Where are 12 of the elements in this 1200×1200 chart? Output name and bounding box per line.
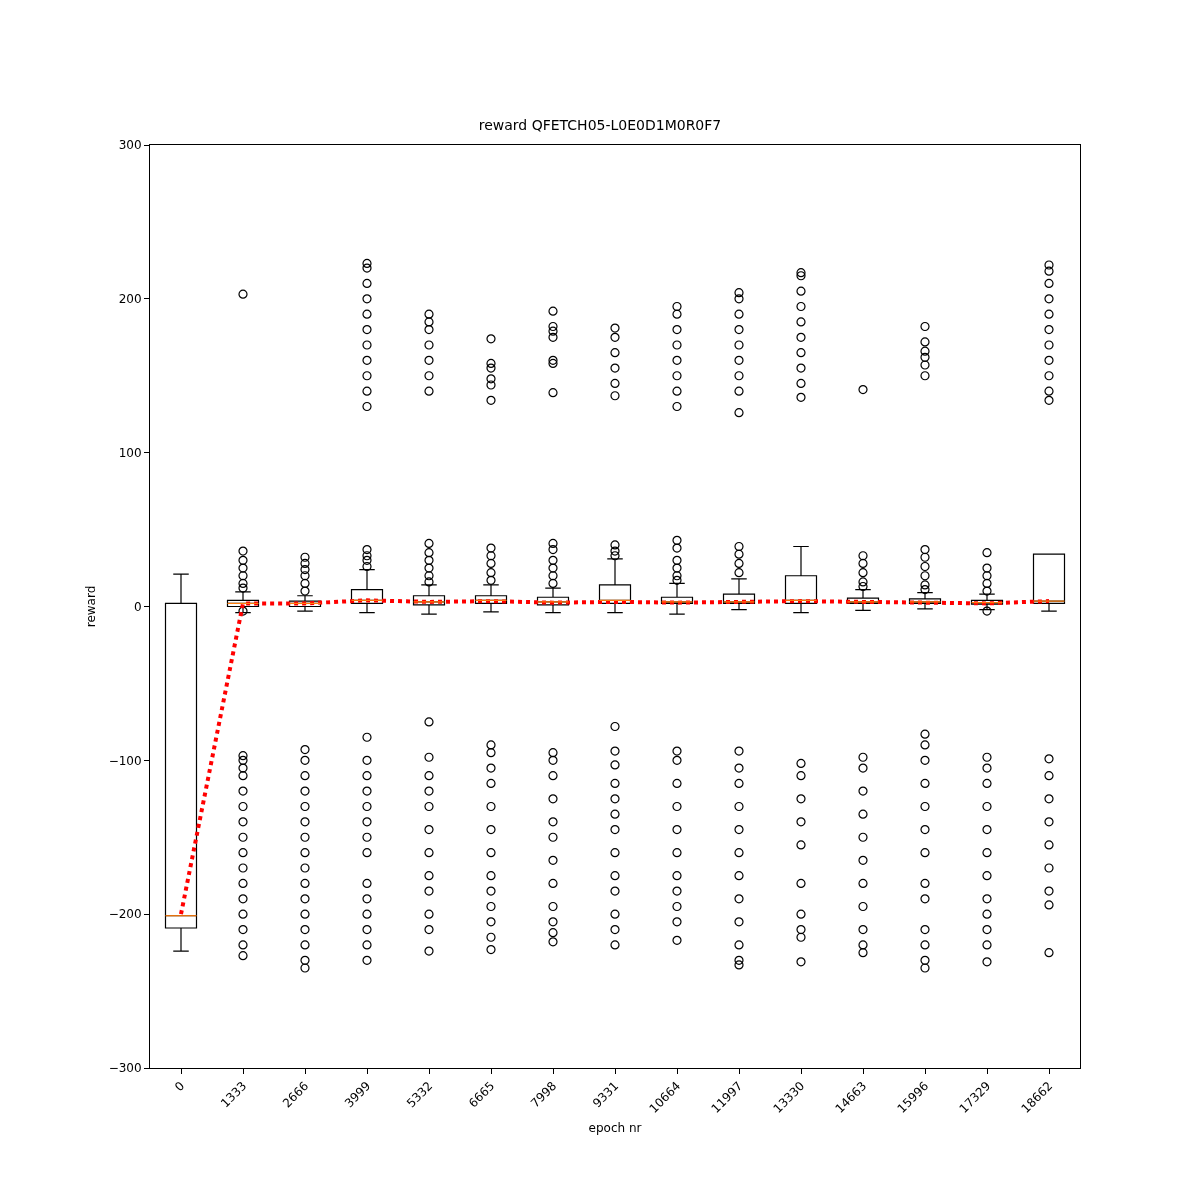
y-axis-title: reward bbox=[83, 585, 98, 628]
x-axis-title: epoch nr bbox=[588, 1120, 642, 1135]
y-tick-label: 100 bbox=[118, 445, 142, 460]
line-series bbox=[179, 598, 1051, 917]
x-tick-label: 0 bbox=[172, 1078, 188, 1095]
y-tick-label: −100 bbox=[108, 753, 142, 768]
y-tick-label: −300 bbox=[108, 1061, 142, 1076]
y-tick-label: −200 bbox=[108, 907, 142, 922]
y-tick-label: 200 bbox=[118, 292, 142, 307]
y-tick-label: 300 bbox=[118, 138, 142, 153]
chart-title: reward QFETCH05-L0E0D1M0R0F7 bbox=[478, 117, 722, 133]
y-tick-label: 0 bbox=[133, 599, 142, 614]
